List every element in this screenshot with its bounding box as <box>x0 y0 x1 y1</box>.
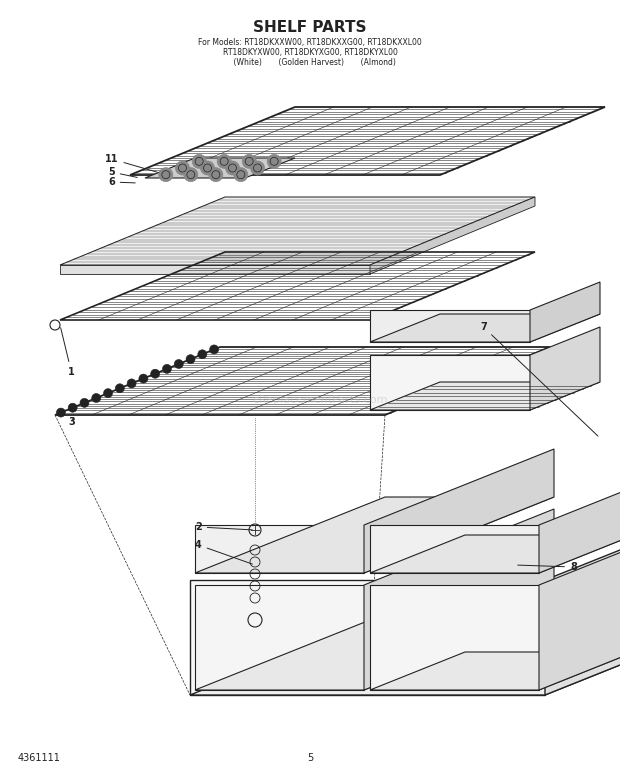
Polygon shape <box>190 580 545 695</box>
Text: 3: 3 <box>68 417 75 427</box>
Polygon shape <box>539 487 620 573</box>
Circle shape <box>184 168 198 182</box>
Polygon shape <box>60 265 370 274</box>
Text: RT18DKYXW00, RT18DKYXG00, RT18DKYXL00: RT18DKYXW00, RT18DKYXG00, RT18DKYXL00 <box>223 48 397 58</box>
Text: eReplacementParts.com: eReplacementParts.com <box>252 395 388 405</box>
Polygon shape <box>370 585 539 690</box>
Polygon shape <box>370 355 530 410</box>
Text: 6: 6 <box>108 177 135 187</box>
Text: 7: 7 <box>480 322 598 436</box>
Circle shape <box>209 168 223 182</box>
Circle shape <box>80 399 89 407</box>
Text: 8: 8 <box>518 562 577 572</box>
Polygon shape <box>370 535 620 573</box>
Circle shape <box>217 154 231 168</box>
Text: 4361111: 4361111 <box>18 753 61 763</box>
Text: 2: 2 <box>195 522 252 532</box>
Polygon shape <box>190 615 620 695</box>
Text: (White)       (Golden Harvest)       (Almond): (White) (Golden Harvest) (Almond) <box>224 58 396 68</box>
Circle shape <box>198 349 207 359</box>
Polygon shape <box>370 652 620 690</box>
Circle shape <box>162 364 172 374</box>
Polygon shape <box>195 497 554 573</box>
Text: 11: 11 <box>105 154 157 172</box>
Polygon shape <box>370 525 539 573</box>
Circle shape <box>68 403 77 412</box>
Circle shape <box>151 369 160 378</box>
Circle shape <box>242 154 256 168</box>
Text: SHELF PARTS: SHELF PARTS <box>253 20 367 36</box>
Circle shape <box>56 408 65 417</box>
Polygon shape <box>530 282 600 342</box>
Polygon shape <box>545 500 620 695</box>
Polygon shape <box>195 525 364 573</box>
Polygon shape <box>370 314 600 342</box>
Circle shape <box>104 388 113 398</box>
Circle shape <box>92 393 100 402</box>
Circle shape <box>250 161 265 175</box>
Polygon shape <box>364 449 554 573</box>
Circle shape <box>115 384 125 393</box>
Polygon shape <box>195 614 554 690</box>
Circle shape <box>174 360 184 368</box>
Circle shape <box>267 154 281 168</box>
Text: For Models: RT18DKXXW00, RT18DKXXG00, RT18DKXXL00: For Models: RT18DKXXW00, RT18DKXXG00, RT… <box>198 38 422 48</box>
Text: 1: 1 <box>61 328 75 377</box>
Circle shape <box>210 345 219 354</box>
Text: 5: 5 <box>307 753 313 763</box>
Circle shape <box>186 355 195 363</box>
Circle shape <box>175 161 190 175</box>
Polygon shape <box>530 327 600 410</box>
Text: 4: 4 <box>195 540 252 564</box>
Circle shape <box>127 379 136 388</box>
Circle shape <box>139 374 148 383</box>
Polygon shape <box>370 310 530 342</box>
Circle shape <box>234 168 248 182</box>
Circle shape <box>200 161 215 175</box>
Polygon shape <box>195 585 364 690</box>
Polygon shape <box>145 158 295 178</box>
Circle shape <box>226 161 239 175</box>
Polygon shape <box>370 197 535 274</box>
Polygon shape <box>370 382 600 410</box>
Circle shape <box>192 154 206 168</box>
Circle shape <box>159 168 173 182</box>
Polygon shape <box>364 509 554 690</box>
Polygon shape <box>60 197 535 265</box>
Text: 5: 5 <box>108 167 137 177</box>
Polygon shape <box>539 547 620 690</box>
